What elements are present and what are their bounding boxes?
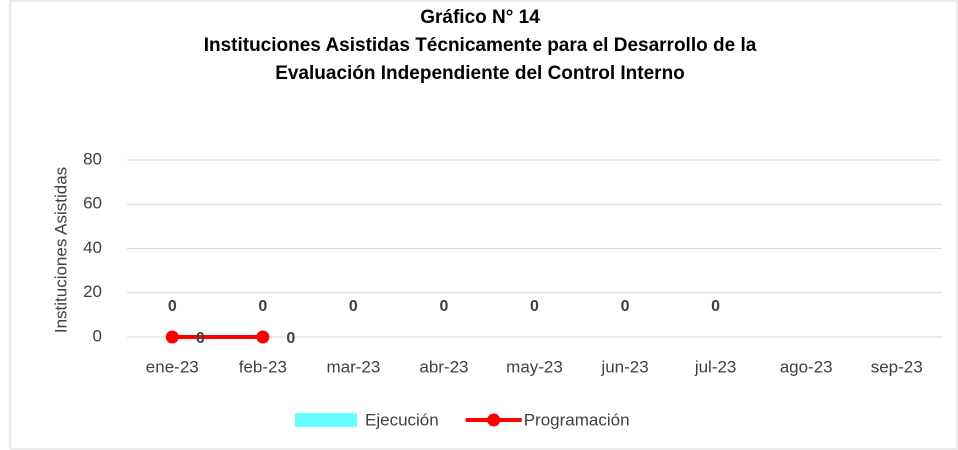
x-tick-label: jul-23: [694, 357, 737, 376]
x-tick-label: may-23: [506, 357, 563, 376]
y-tick-label: 0: [93, 326, 102, 345]
x-tick-label: ene-23: [146, 357, 199, 376]
y-tick-label: 60: [83, 194, 102, 213]
data-label: 0: [258, 298, 267, 315]
chart-frame: [9, 0, 958, 450]
line-marker: [256, 330, 270, 344]
x-tick-label: jun-23: [600, 357, 648, 376]
chart-title: Instituciones Asistidas Técnicamente par…: [204, 35, 757, 56]
data-label: 0: [621, 298, 630, 315]
x-tick-label: abr-23: [419, 357, 468, 376]
y-tick-label: 80: [83, 149, 102, 168]
y-tick-label: 40: [83, 238, 102, 257]
legend-swatch: [295, 413, 357, 427]
x-tick-label: ago-23: [780, 357, 833, 376]
data-label: 0: [168, 298, 177, 315]
data-label: 0: [286, 330, 295, 347]
x-tick-label: mar-23: [326, 357, 380, 376]
line-marker: [165, 330, 179, 344]
data-label: 0: [439, 298, 448, 315]
legend-label: Programación: [524, 410, 630, 429]
data-label: 0: [196, 330, 205, 347]
x-tick-label: feb-23: [239, 357, 287, 376]
chart-title: Gráfico N° 14: [420, 7, 540, 28]
x-tick-label: sep-23: [871, 357, 923, 376]
y-axis-label: Instituciones Asistidas: [51, 167, 70, 333]
chart-title: Evaluación Independiente del Control Int…: [275, 63, 685, 84]
legend-label: Ejecución: [365, 410, 439, 429]
data-label: 0: [530, 298, 539, 315]
legend-swatch: [487, 413, 501, 427]
data-label: 0: [711, 298, 720, 315]
y-tick-label: 20: [83, 282, 102, 301]
data-label: 0: [349, 298, 358, 315]
